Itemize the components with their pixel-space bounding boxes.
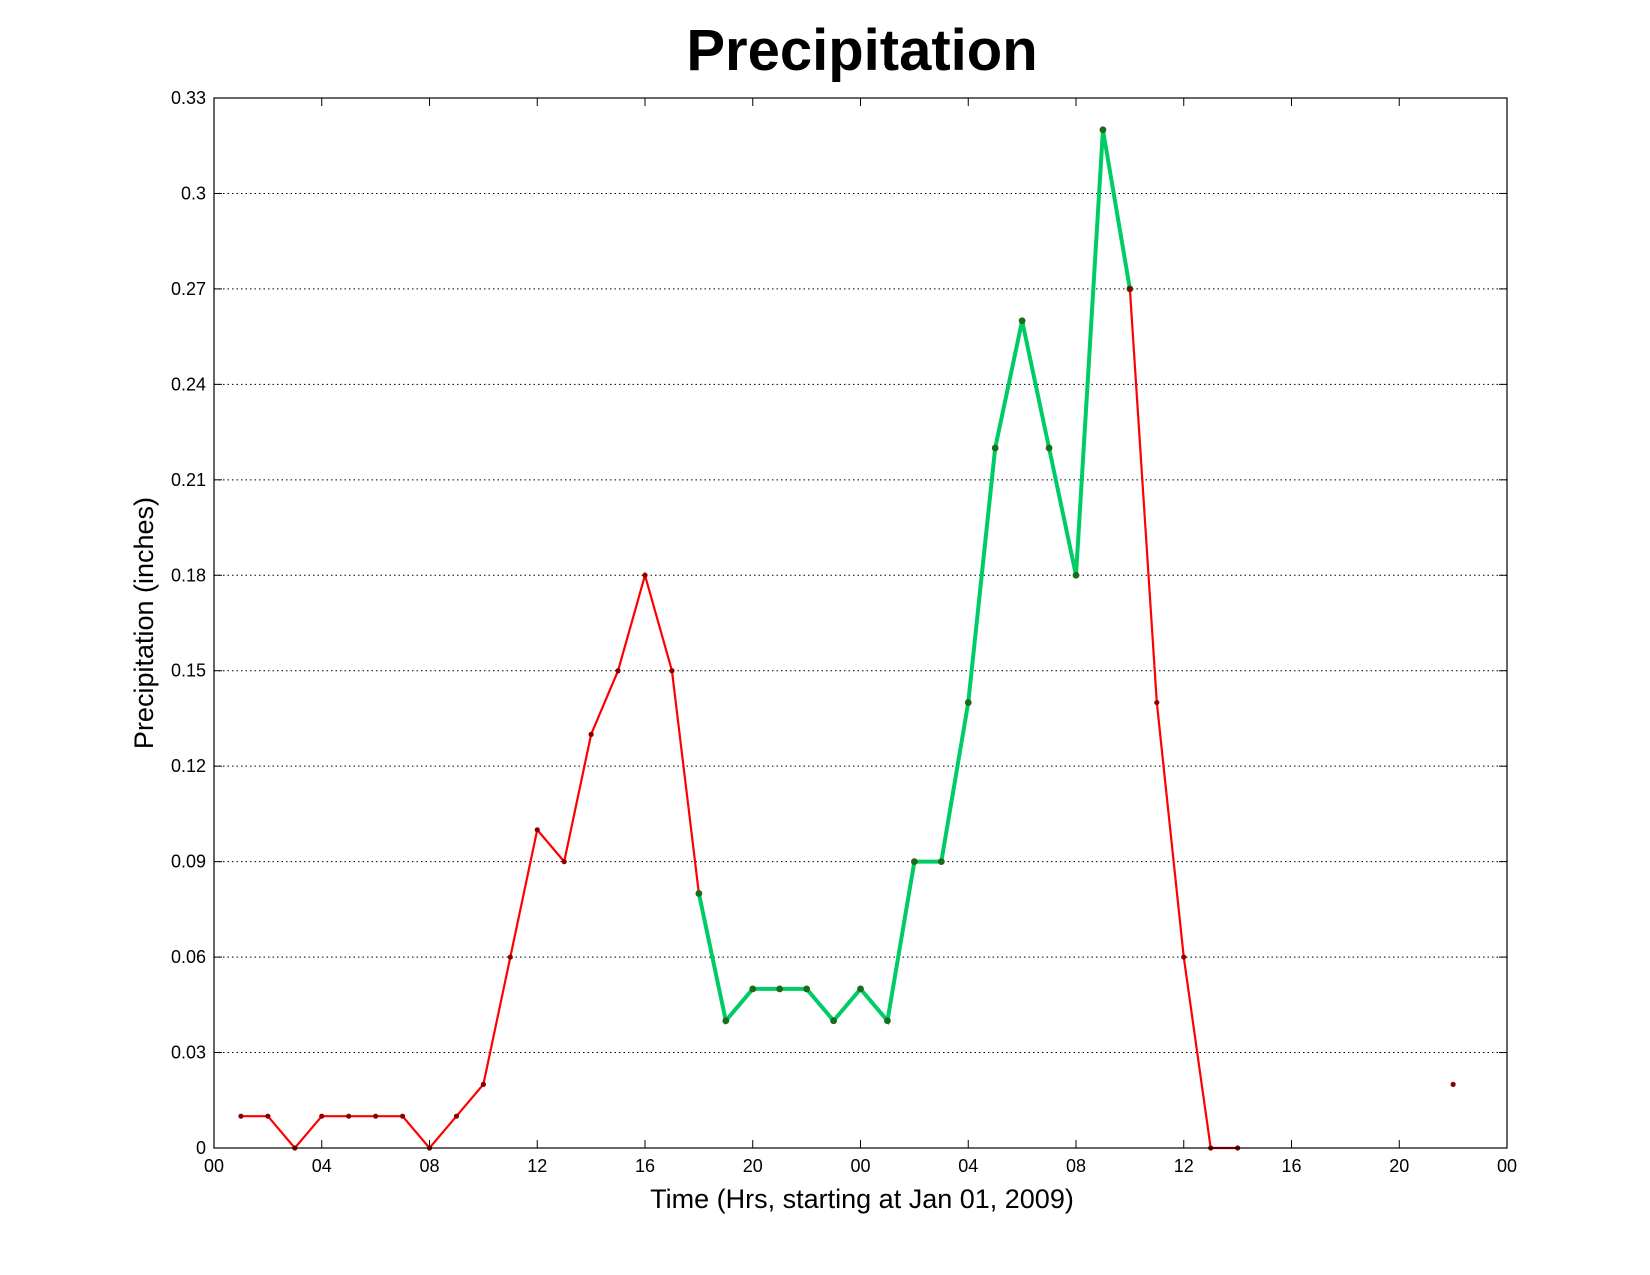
y-tick-label: 0.06 [171,947,206,967]
y-tick-label: 0.03 [171,1043,206,1063]
data-point [884,1017,891,1025]
series-line [240,571,700,1150]
data-point [1045,444,1053,452]
y-tick-label: 0.18 [171,565,206,585]
y-tick-label: 0.12 [171,756,206,776]
data-point [238,1113,244,1119]
series-3 [1127,286,1241,1151]
data-point [1181,954,1187,960]
data-point [1127,286,1133,292]
y-axis-label: Precipitation (inches) [129,497,159,749]
y-tick-label: 0.24 [171,374,206,394]
data-point [588,731,594,737]
data-point [1018,317,1026,325]
x-tick-label: 08 [1066,1156,1086,1176]
data-point [373,1113,379,1119]
x-tick-label: 20 [1389,1156,1409,1176]
x-tick-label: 16 [1281,1156,1301,1176]
data-point [803,985,811,993]
y-tick-label: 0.09 [171,852,206,872]
data-point [453,1113,460,1119]
x-tick-label: 04 [312,1156,332,1176]
x-tick-label: 12 [527,1156,547,1176]
x-tick-label: 20 [743,1156,763,1176]
data-point [749,985,757,993]
series-4 [1450,1081,1456,1087]
y-tick-label: 0.21 [171,470,206,490]
tick-labels: 0 0.03 0.06 0.09 0.12 0.15 0.18 0.21 0.24 0.27 0.3… [171,88,1517,1176]
data-point [695,890,703,897]
x-tick-label: 00 [850,1156,870,1176]
x-tick-label: 00 [204,1156,224,1176]
y-tick-label: 0.27 [171,279,206,299]
y-tick-label: 0 [196,1138,206,1158]
data-point [615,668,621,674]
series-line [1128,288,1238,1150]
x-tick-label: 08 [419,1156,439,1176]
chart-title: Precipitation [686,18,1037,83]
x-tick-label: 12 [1174,1156,1194,1176]
data-point [561,859,567,865]
data-point [937,858,945,866]
data-point [265,1113,271,1119]
data-point [910,858,918,866]
data-point [480,1081,486,1087]
data-point [399,1113,406,1119]
data-point [642,572,648,578]
data-point [830,1017,837,1025]
data-series [238,126,1456,1151]
data-point [964,699,972,706]
y-tick-label: 0.3 [181,183,206,203]
series-1 [238,571,702,1151]
y-tick-label: 0.33 [171,88,206,108]
data-point [722,1017,730,1025]
data-point [1450,1081,1456,1087]
data-point [1072,571,1080,579]
grid-lines [214,192,1507,1054]
data-point [1154,699,1160,706]
data-point [669,668,675,674]
x-tick-label: 04 [958,1156,978,1176]
data-point [776,985,784,993]
data-point [1099,126,1107,134]
plot-area-frame [213,97,1508,1149]
data-point [534,827,540,833]
data-point [319,1113,325,1119]
series-2 [695,126,1134,1026]
data-point [507,954,513,960]
x-tick-label: 00 [1497,1156,1517,1176]
x-tick-label: 16 [635,1156,655,1176]
data-point [346,1113,352,1119]
y-tick-label: 0.15 [171,661,206,681]
data-point [857,985,864,993]
data-point [991,444,999,452]
x-axis-label: Time (Hrs, starting at Jan 01, 2009) [650,1184,1074,1214]
